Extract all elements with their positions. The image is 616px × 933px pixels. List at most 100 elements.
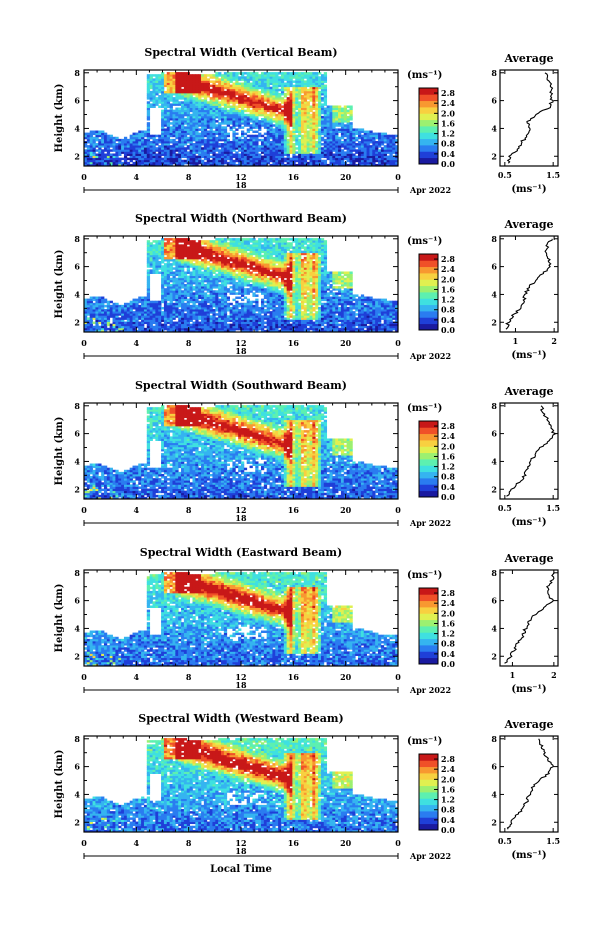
heatmap-cell (127, 162, 130, 164)
heatmap-cell (230, 126, 233, 128)
heatmap-cell (190, 240, 193, 242)
heatmap-cell (190, 114, 193, 116)
heatmap-cell (332, 153, 335, 155)
heatmap-cell (115, 137, 118, 139)
heatmap-cell (101, 149, 104, 151)
heatmap-cell (235, 105, 238, 107)
heatmap-cell (258, 74, 261, 76)
heatmap-cell (181, 238, 184, 240)
heatmap-cell (158, 135, 161, 137)
x-tick-label: 16 (288, 172, 300, 182)
heatmap-cell (258, 133, 261, 135)
heatmap-cell (227, 288, 230, 290)
heatmap-cell (332, 105, 335, 107)
heatmap-cell (207, 74, 210, 76)
heatmap-cell (212, 74, 215, 76)
heatmap-cell (361, 135, 364, 137)
heatmap-cell (192, 74, 195, 76)
heatmap-cell (201, 74, 204, 76)
heatmap-cell (158, 95, 161, 97)
heatmap-cell (181, 290, 184, 292)
heatmap-cell (95, 153, 98, 155)
heatmap-cell (247, 139, 250, 141)
heatmap-cell (292, 85, 295, 87)
heatmap-cell (218, 149, 221, 151)
heatmap-cell (344, 139, 347, 141)
heatmap-cell (147, 240, 150, 242)
y-tick-label: 2 (74, 151, 80, 161)
heatmap-cell (284, 158, 287, 160)
heatmap-cell (244, 72, 247, 74)
heatmap-cell (372, 133, 375, 135)
heatmap-cell (224, 238, 227, 240)
colorbar-swatch (419, 88, 438, 95)
heatmap-cell (212, 290, 215, 292)
heatmap-cell (184, 259, 187, 261)
heatmap-cell (292, 80, 295, 82)
heatmap-cell (381, 147, 384, 149)
heatmap-cell (192, 263, 195, 265)
heatmap-cell (110, 149, 113, 151)
heatmap-cell (290, 131, 293, 133)
panel-title: Spectral Width (Northward Beam) (135, 212, 347, 225)
heatmap-cell (355, 128, 358, 130)
heatmap-cell (295, 156, 298, 158)
heatmap-cell (241, 126, 244, 128)
colorbar-swatch (419, 107, 438, 114)
heatmap-cell (284, 99, 287, 101)
heatmap-cell (138, 322, 141, 324)
heatmap-cell (158, 240, 161, 242)
heatmap-cell (164, 74, 167, 76)
heatmap-cell (218, 143, 221, 145)
heatmap-cell (187, 299, 190, 301)
heatmap-cell (264, 72, 267, 74)
heatmap-cell (312, 112, 315, 114)
heatmap-cell (155, 135, 158, 137)
heatmap-cell (207, 78, 210, 80)
heatmap-cell (207, 101, 210, 103)
heatmap-cell (215, 290, 218, 292)
heatmap-cell (281, 105, 284, 107)
average-x-label: (ms⁻¹) (511, 184, 546, 195)
heatmap-cell (121, 139, 124, 141)
heatmap-cell (175, 153, 178, 155)
heatmap-cell (258, 145, 261, 147)
heatmap-cell (93, 326, 96, 328)
heatmap-cell (144, 139, 147, 141)
heatmap-cell (172, 110, 175, 112)
heatmap-cell (87, 317, 90, 319)
heatmap-cell (167, 303, 170, 305)
colorbar-tick-label: 0.0 (441, 159, 455, 169)
heatmap-cell (230, 286, 233, 288)
heatmap-cell (170, 122, 173, 124)
heatmap-cell (321, 103, 324, 105)
heatmap-cell (167, 110, 170, 112)
heatmap-cell (235, 72, 238, 74)
average-y-tick-label: 6 (491, 96, 497, 106)
heatmap-cell (172, 267, 175, 269)
heatmap-cell (170, 126, 173, 128)
heatmap-cell (247, 97, 250, 99)
heatmap-cell (310, 114, 313, 116)
heatmap-cell (258, 153, 261, 155)
heatmap-cell (93, 297, 96, 299)
heatmap-cell (227, 324, 230, 326)
heatmap-cell (164, 128, 167, 130)
heatmap-cell (144, 131, 147, 133)
heatmap-cell (124, 137, 127, 139)
heatmap-cell (184, 303, 187, 305)
heatmap-cell (178, 309, 181, 311)
heatmap-cell (192, 322, 195, 324)
heatmap-cell (198, 255, 201, 257)
heatmap-cell (347, 110, 350, 112)
heatmap-cell (98, 297, 101, 299)
heatmap-cell (178, 108, 181, 110)
heatmap-cell (284, 93, 287, 95)
heatmap-cell (321, 137, 324, 139)
heatmap-cell (135, 133, 138, 135)
heatmap-cell (272, 118, 275, 120)
y-tick-label: 6 (74, 96, 80, 106)
colorbar-swatch (419, 113, 438, 120)
heatmap-cell (153, 240, 156, 242)
heatmap-cell (155, 240, 158, 242)
